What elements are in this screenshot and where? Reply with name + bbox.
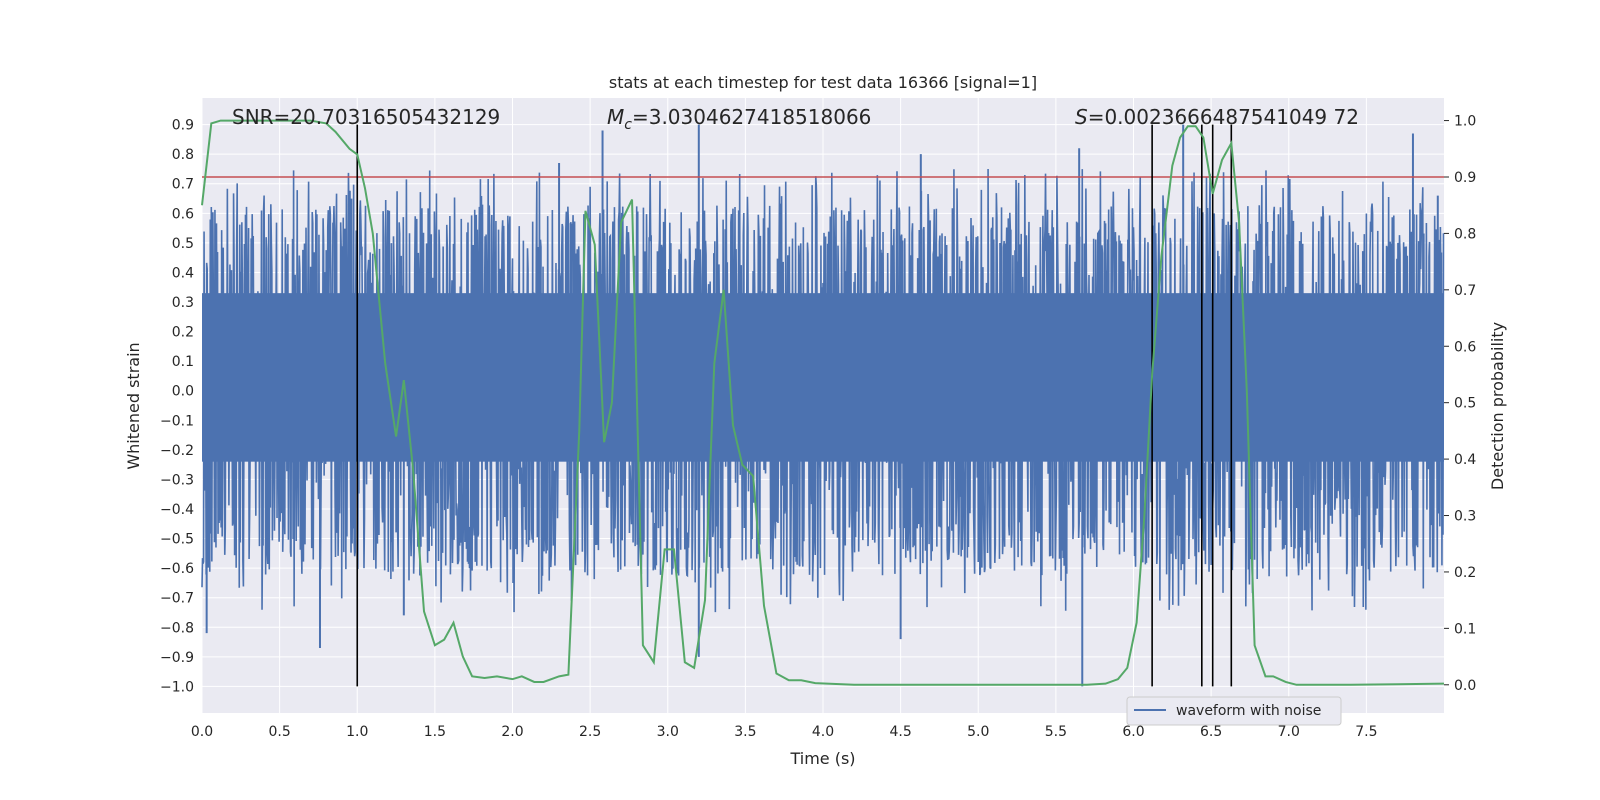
y-right-tick-label: 1.0 [1454,114,1476,130]
legend-box [1126,696,1342,726]
y-left-tick-label: −0.1 [160,413,194,429]
y-right-tick-label: 0.2 [1454,565,1476,581]
x-axis-ticks: 0.0 0.5 1.0 1.5 2.0 2.5 3.0 3.5 4.0 4.5 5.0 5.5 6.0 6… [191,724,1378,740]
x-tick-label: 4.5 [889,724,911,740]
y-right-tick-label: 0.7 [1454,283,1476,299]
y-left-tick-label: 0.0 [172,384,194,400]
y-left-tick-label: −0.2 [160,443,194,459]
y-right-tick-label: 0.6 [1454,339,1476,355]
y-right-tick-label: 0.5 [1454,396,1476,412]
x-tick-label: 0.5 [268,724,290,740]
x-tick-label: 3.5 [734,724,756,740]
y-right-tick-label: 0.0 [1454,678,1476,694]
s-annotation: S=0.0023666487541049 72 [1075,105,1359,129]
snr-annotation: SNR=20.70316505432129 [232,105,500,129]
y-left-tick-label: 0.1 [172,354,194,370]
x-tick-label: 5.5 [1045,724,1067,740]
chirp-mass-symbol: M [607,105,624,129]
y-left-tick-label: 0.5 [172,236,194,252]
y-left-tick-label: −0.7 [160,591,194,607]
y-right-tick-label: 0.9 [1454,170,1476,186]
x-tick-label: 3.0 [657,724,679,740]
y-left-tick-label: 0.9 [172,118,194,134]
y-left-tick-label: 0.8 [172,147,194,163]
vertical-markers [356,124,1233,687]
y-left-tick-label: −0.3 [160,472,194,488]
y-left-tick-label: −0.8 [160,620,194,636]
s-symbol: S [1075,105,1088,129]
y-left-tick-label: −0.9 [160,650,194,666]
chirp-mass-value: =3.0304627418518066 [632,105,871,129]
y-left-axis-label: Whitened strain [124,342,143,469]
y-right-tick-label: 0.1 [1454,621,1476,637]
legend-label: waveform with noise [1176,703,1321,719]
x-tick-label: 7.5 [1355,724,1377,740]
x-axis-label: Time (s) [789,749,855,768]
x-tick-label: 6.5 [1200,724,1222,740]
y-left-tick-label: 0.6 [172,206,194,222]
probability-series [201,119,1445,686]
y-left-tick-label: 0.3 [172,295,194,311]
x-tick-label: 1.5 [424,724,446,740]
probability-line [201,119,1445,686]
y-right-tick-label: 0.8 [1454,226,1476,242]
x-tick-label: 4.0 [812,724,834,740]
y-right-tick-label: 0.3 [1454,509,1476,525]
y-left-tick-label: 0.2 [172,325,194,341]
s-value: =0.0023666487541049 72 [1088,105,1359,129]
x-tick-label: 7.0 [1278,724,1300,740]
y-left-tick-label: 0.4 [172,265,194,281]
y-left-tick-label: 0.7 [172,177,194,193]
chart-title: stats at each timestep for test data 163… [609,73,1037,92]
y-right-tick-label: 0.4 [1454,452,1476,468]
y-left-tick-label: −0.4 [160,502,194,518]
legend: waveform with noise [1126,696,1342,726]
x-tick-label: 5.0 [967,724,989,740]
y-left-tick-label: −0.5 [160,532,194,548]
chirp-mass-annotation: Mc=3.0304627418518066 [607,105,871,133]
x-tick-label: 1.0 [346,724,368,740]
x-tick-label: 2.0 [501,724,523,740]
y-right-axis-label: Detection probability [1488,322,1507,490]
y-left-tick-label: −1.0 [160,679,194,695]
y-right-axis-ticks: 0.0 0.1 0.2 0.3 0.4 0.5 0.6 0.7 0.8 0.9 1.0 [1444,114,1476,694]
x-tick-label: 6.0 [1122,724,1144,740]
chirp-mass-subscript: c [624,117,632,133]
y-left-tick-label: −0.6 [160,561,194,577]
x-tick-label: 2.5 [579,724,601,740]
x-tick-label: 0.0 [191,724,213,740]
y-left-axis-ticks: −1.0 −0.9 −0.8 −0.7 −0.6 −0.5 −0.4 −0.3 −0.2 −0.1… [160,118,194,696]
